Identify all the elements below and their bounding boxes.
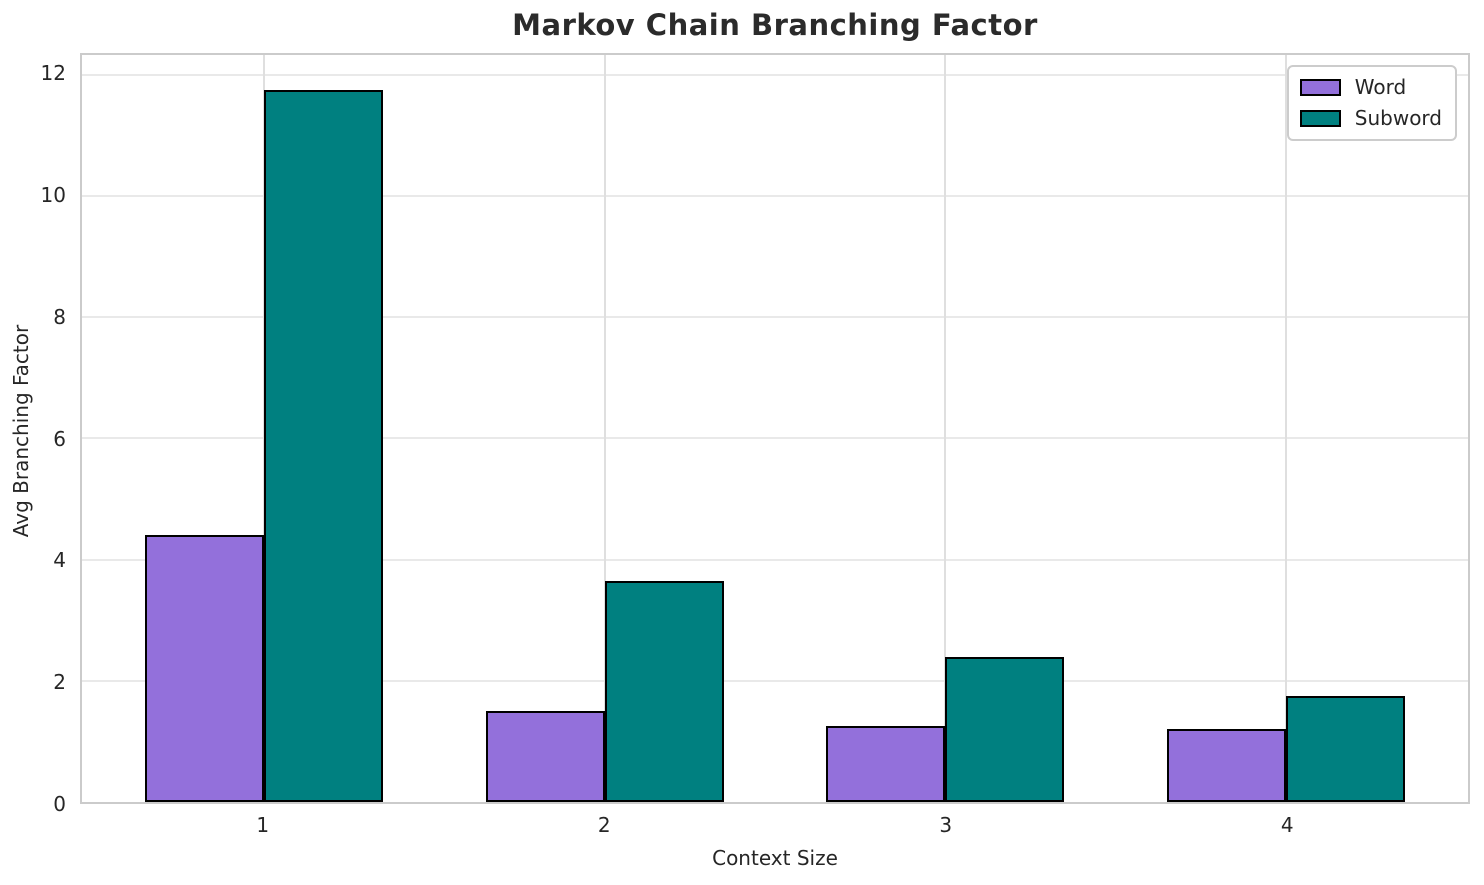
y-tick-label-4: 4 [53, 548, 66, 573]
y-gridline-6 [82, 437, 1468, 440]
y-tick-label-0: 0 [53, 792, 66, 816]
bar-subword-1 [264, 90, 384, 802]
x-gridline-2 [603, 55, 606, 802]
legend-label-word: Word [1354, 75, 1407, 99]
y-gridline-2 [82, 679, 1468, 682]
x-tick-label-2: 2 [597, 813, 611, 837]
bar-word-1 [145, 535, 265, 802]
y-tick-label-8: 8 [53, 304, 66, 329]
x-tick-label-3: 3 [939, 813, 953, 837]
x-tick-label-4: 4 [1280, 813, 1294, 837]
bar-word-3 [826, 726, 946, 802]
y-tick-label-12: 12 [40, 61, 66, 86]
bar-word-4 [1166, 729, 1286, 802]
legend-swatch-word-icon [1299, 78, 1341, 96]
x-gridline-4 [1284, 55, 1287, 802]
bar-word-2 [485, 711, 605, 802]
x-gridline-3 [944, 55, 947, 802]
bars-layer [82, 55, 1468, 802]
x-axis-label: Context Size [712, 846, 838, 870]
bar-subword-4 [1285, 695, 1405, 802]
chart-title: Markov Chain Branching Factor [512, 8, 1038, 42]
plot-area: Word Subword [80, 53, 1470, 804]
legend: Word Subword [1286, 65, 1457, 141]
bar-subword-2 [604, 580, 724, 802]
y-tick-label-6: 6 [53, 426, 66, 451]
bar-subword-3 [945, 656, 1065, 802]
x-tick-label-1: 1 [256, 813, 270, 837]
y-tick-label-10: 10 [40, 182, 66, 207]
y-gridline-8 [82, 316, 1468, 319]
legend-item-subword: Subword [1299, 106, 1442, 130]
legend-swatch-subword-icon [1299, 109, 1341, 127]
y-tick-label-2: 2 [53, 670, 66, 695]
legend-label-subword: Subword [1354, 106, 1442, 130]
legend-item-word: Word [1299, 75, 1442, 99]
y-gridline-10 [82, 195, 1468, 198]
y-gridline-12 [82, 73, 1468, 76]
y-gridline-4 [82, 558, 1468, 561]
